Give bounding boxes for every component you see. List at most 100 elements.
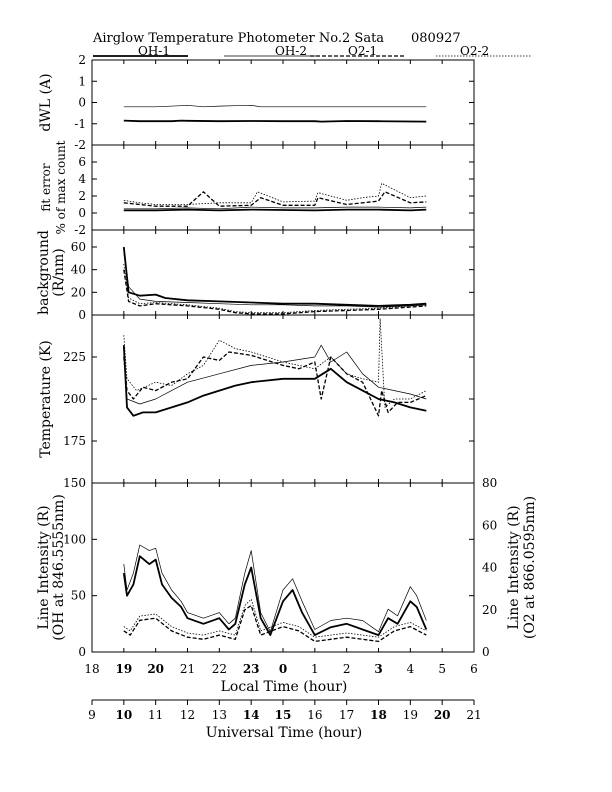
universal-tick-label: 20 <box>434 708 451 722</box>
y-tick-label: 0 <box>78 206 86 220</box>
local-tick-label: 2 <box>343 662 351 676</box>
universal-tick-label: 19 <box>403 708 418 722</box>
series-temp-oh-2 <box>123 344 427 405</box>
local-tick-label: 21 <box>180 662 195 676</box>
legend: OH-1 OH-2 O2-1 O2-2 <box>93 44 531 58</box>
universal-tick-label: 14 <box>243 708 260 722</box>
series-fit-o2-1 <box>123 191 427 207</box>
local-tick-label: 1 <box>311 662 319 676</box>
local-time-label: Local Time (hour) <box>221 679 348 695</box>
y-tick-label: 150 <box>63 476 86 490</box>
series-dwl-oh-1 <box>123 119 427 123</box>
chart-date: 080927 <box>411 31 461 46</box>
y-tick-label: 100 <box>63 532 86 546</box>
series-fit-o2-2 <box>123 182 427 205</box>
local-tick-label: 0 <box>279 662 287 676</box>
y-tick-label: 1 <box>78 74 86 88</box>
y-tick-label: -2 <box>74 223 86 237</box>
panel-bg: 60 40 20 0 background (R/nm) <box>36 229 475 322</box>
series-bg-o2-1 <box>123 269 427 315</box>
series-fit-oh-1 <box>123 208 427 212</box>
legend-label-oh-1: OH-1 <box>138 44 170 58</box>
universal-tick-label: 16 <box>307 708 322 722</box>
chart-title: Airglow Temperature Photometer No.2 Sata <box>92 31 384 46</box>
series-temp-o2-2 <box>123 317 427 408</box>
y-tick-label: 225 <box>63 350 86 364</box>
universal-tick-label: 9 <box>88 708 96 722</box>
y-tick-label: 200 <box>63 392 86 406</box>
y-right-label: Line Intensity (R) <box>506 505 522 629</box>
series-intensity-o2-2 <box>123 598 427 638</box>
y-tick-label: 0 <box>78 96 86 110</box>
y-tick-label: 0 <box>78 308 86 322</box>
y-right-tick-label: 0 <box>482 645 490 659</box>
series-intensity-oh-1 <box>122 555 428 636</box>
local-tick-label: 5 <box>438 662 446 676</box>
universal-tick-label: 11 <box>148 708 163 722</box>
series-temp-oh-1 <box>122 345 427 417</box>
series-fit-oh-2 <box>123 206 427 210</box>
local-tick-label: 19 <box>115 662 132 676</box>
y-label: dWL (A) <box>38 73 54 131</box>
local-tick-label: 22 <box>212 662 227 676</box>
panel-temp: 225 200 175 Temperature (K) <box>38 314 475 484</box>
y-right-tick-label: 20 <box>482 603 497 617</box>
series-bg-oh-1 <box>122 246 427 307</box>
series-bg-oh-2 <box>123 252 427 308</box>
legend-label-o2-2: O2-2 <box>460 44 489 58</box>
y-label: fit error <box>39 163 53 211</box>
y-tick-label: -2 <box>74 138 86 152</box>
series-temp-o2-1 <box>123 351 427 417</box>
universal-tick-label: 21 <box>466 708 481 722</box>
panel-frame <box>91 482 475 653</box>
local-tick-label: 4 <box>407 662 415 676</box>
local-tick-label: 18 <box>84 662 99 676</box>
universal-tick-label: 17 <box>339 708 354 722</box>
y-tick-label: 40 <box>71 263 86 277</box>
universal-tick-label: 15 <box>275 708 292 722</box>
y-label-2: % of max count <box>54 140 68 234</box>
local-tick-label: 20 <box>147 662 164 676</box>
series-bg-o2-2 <box>123 263 427 314</box>
universal-time-label: Universal Time (hour) <box>206 725 363 741</box>
universal-tick-label: 18 <box>370 708 387 722</box>
series-intensity-oh-2 <box>123 544 427 633</box>
universal-tick-label: 12 <box>180 708 195 722</box>
panel-frame <box>91 144 475 231</box>
y-tick-label: 2 <box>78 189 86 203</box>
y-right-tick-label: 80 <box>482 476 497 490</box>
local-tick-label: 6 <box>470 662 478 676</box>
series-intensity-o2-1 <box>123 604 427 643</box>
local-tick-label: 3 <box>374 662 382 676</box>
local-tick-label: 23 <box>243 662 260 676</box>
x-axes: 18 19 20 21 22 23 0 1 2 3 4 5 69 10 11 12 13 14 15 16 17 18 19… <box>84 662 481 722</box>
y-label: Line Intensity (R) <box>36 505 52 629</box>
legend-label-o2-1: O2-1 <box>348 44 377 58</box>
y-right-tick-label: 40 <box>482 561 497 575</box>
legend-label-oh-2: OH-2 <box>275 44 307 58</box>
universal-tick-label: 10 <box>115 708 132 722</box>
y-tick-label: 6 <box>78 155 86 169</box>
y-tick-label: -1 <box>74 117 86 131</box>
y-label: background <box>36 230 52 315</box>
universal-tick-label: 13 <box>212 708 227 722</box>
panel-frame <box>91 59 475 146</box>
y-right-label-2: (O2 at 866.0595nm) <box>522 496 538 639</box>
y-tick-label: 60 <box>71 240 86 254</box>
y-tick-label: 2 <box>78 53 86 67</box>
y-tick-label: 20 <box>71 285 86 299</box>
y-tick-label: 175 <box>63 434 86 448</box>
panel-frame <box>91 229 475 316</box>
y-label-2: (R/nm) <box>51 248 67 296</box>
panel-dwl: 2 1 0 -1 -2 dWL (A) <box>38 53 475 152</box>
panel-fit: 6 4 2 0 -2 fit error% of max count <box>39 140 475 237</box>
y-tick-label: 50 <box>71 589 86 603</box>
y-right-tick-label: 60 <box>482 518 497 532</box>
series-dwl-oh-2 <box>123 104 427 108</box>
y-tick-label: 4 <box>78 172 86 186</box>
y-label-2: (OH at 846.5555nm) <box>51 494 67 641</box>
y-tick-label: 0 <box>78 645 86 659</box>
